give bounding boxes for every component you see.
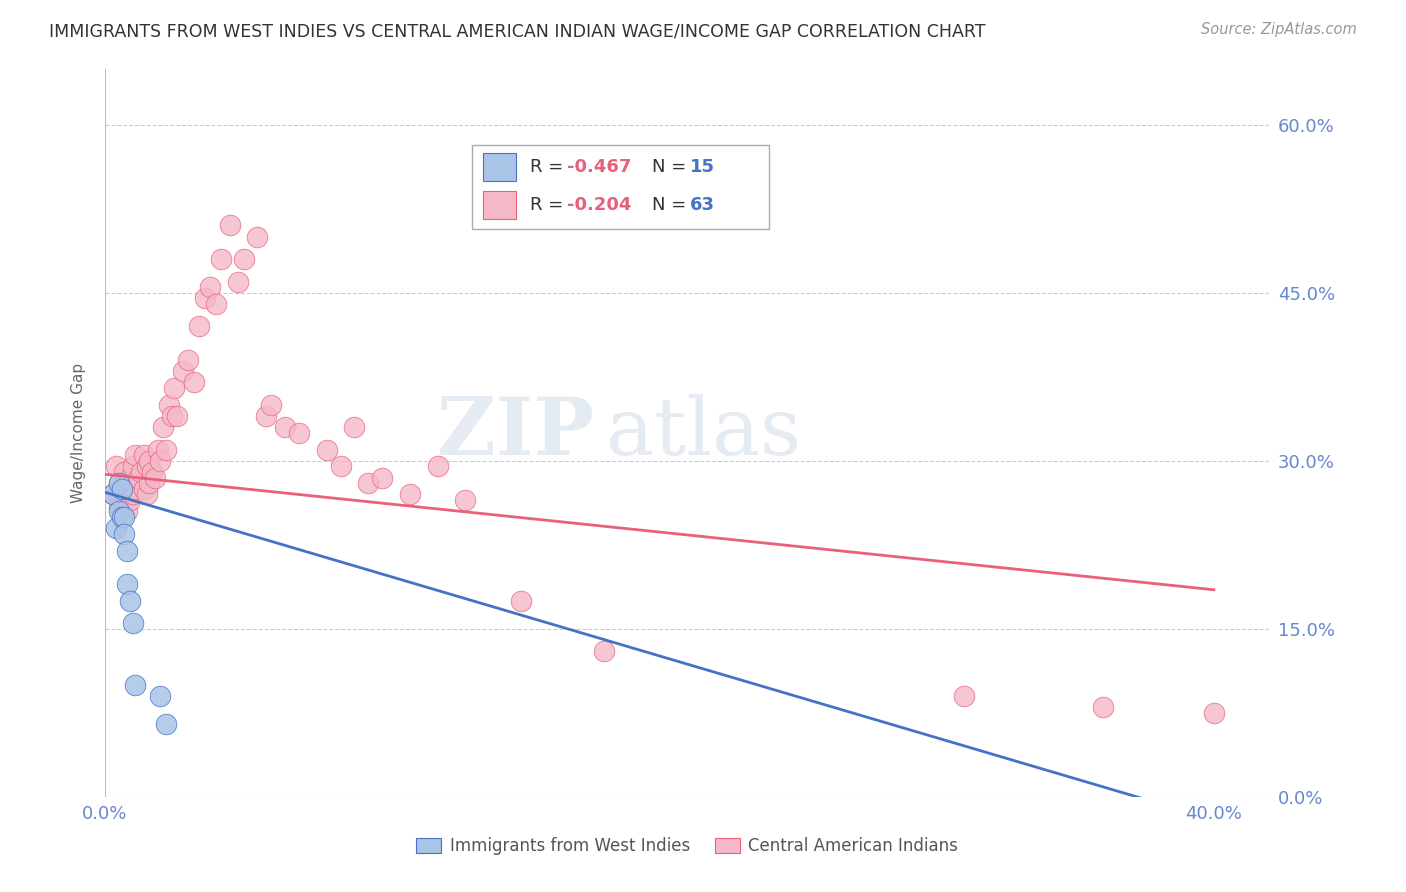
Text: N =: N =: [652, 195, 692, 214]
Point: [155, 442, 177, 457]
Point: [149, 454, 172, 468]
Point: [371, 471, 394, 485]
Point: [115, 476, 138, 491]
Point: [115, 577, 138, 591]
Point: [260, 398, 283, 412]
Point: [121, 616, 143, 631]
Point: [103, 487, 125, 501]
Point: [188, 319, 211, 334]
Point: [111, 493, 134, 508]
Point: [129, 465, 152, 479]
Point: [157, 398, 180, 412]
Text: 63: 63: [689, 195, 714, 214]
Text: Source: ZipAtlas.com: Source: ZipAtlas.com: [1201, 22, 1357, 37]
Point: [329, 459, 352, 474]
Point: [166, 409, 188, 423]
Point: [132, 448, 155, 462]
Text: IMMIGRANTS FROM WEST INDIES VS CENTRAL AMERICAN INDIAN WAGE/INCOME GAP CORRELATI: IMMIGRANTS FROM WEST INDIES VS CENTRAL A…: [49, 22, 986, 40]
Point: [183, 376, 205, 390]
Point: [194, 291, 217, 305]
Point: [105, 521, 128, 535]
Text: ZIP: ZIP: [437, 394, 593, 472]
Point: [103, 487, 125, 501]
Point: [118, 493, 141, 508]
Point: [152, 420, 174, 434]
Point: [1091, 700, 1114, 714]
Y-axis label: Wage/Income Gap: Wage/Income Gap: [72, 363, 86, 503]
Point: [135, 459, 157, 474]
Point: [118, 594, 141, 608]
Point: [141, 465, 163, 479]
Text: -0.204: -0.204: [567, 195, 631, 214]
Point: [172, 364, 194, 378]
Point: [593, 644, 616, 658]
Point: [112, 465, 135, 479]
FancyBboxPatch shape: [472, 145, 769, 229]
Point: [200, 280, 222, 294]
Point: [509, 594, 531, 608]
Point: [115, 504, 138, 518]
Point: [274, 420, 297, 434]
Legend: Immigrants from West Indies, Central American Indians: Immigrants from West Indies, Central Ame…: [409, 830, 965, 862]
Point: [1202, 706, 1225, 720]
Point: [118, 471, 141, 485]
Point: [426, 459, 449, 474]
Point: [108, 476, 131, 491]
Point: [138, 454, 160, 468]
Point: [218, 219, 240, 233]
Point: [124, 448, 146, 462]
Point: [246, 229, 269, 244]
Point: [149, 690, 172, 704]
Point: [205, 297, 228, 311]
Point: [111, 482, 134, 496]
Point: [454, 493, 477, 508]
Point: [127, 471, 149, 485]
Point: [112, 487, 135, 501]
Point: [111, 482, 134, 496]
FancyBboxPatch shape: [484, 153, 516, 181]
Point: [138, 476, 160, 491]
Point: [953, 690, 976, 704]
Point: [232, 252, 254, 266]
Point: [108, 476, 131, 491]
Point: [135, 487, 157, 501]
Point: [163, 381, 186, 395]
Point: [146, 442, 169, 457]
Point: [155, 717, 177, 731]
Text: N =: N =: [652, 158, 692, 176]
Point: [143, 471, 166, 485]
Point: [357, 476, 380, 491]
FancyBboxPatch shape: [484, 191, 516, 219]
Point: [115, 543, 138, 558]
Point: [121, 459, 143, 474]
Point: [124, 482, 146, 496]
Point: [209, 252, 232, 266]
Text: R =: R =: [530, 195, 569, 214]
Text: atlas: atlas: [606, 394, 801, 472]
Point: [315, 442, 337, 457]
Point: [112, 509, 135, 524]
Point: [132, 482, 155, 496]
Point: [177, 353, 200, 368]
Point: [343, 420, 366, 434]
Text: -0.467: -0.467: [567, 158, 631, 176]
Text: 15: 15: [689, 158, 714, 176]
Point: [399, 487, 422, 501]
Point: [254, 409, 277, 423]
Point: [108, 504, 131, 518]
Point: [124, 678, 146, 692]
Text: R =: R =: [530, 158, 569, 176]
Point: [111, 509, 134, 524]
Point: [105, 459, 128, 474]
Point: [226, 275, 249, 289]
Point: [288, 425, 311, 440]
Point: [108, 499, 131, 513]
Point: [160, 409, 183, 423]
Point: [112, 526, 135, 541]
Point: [121, 487, 143, 501]
